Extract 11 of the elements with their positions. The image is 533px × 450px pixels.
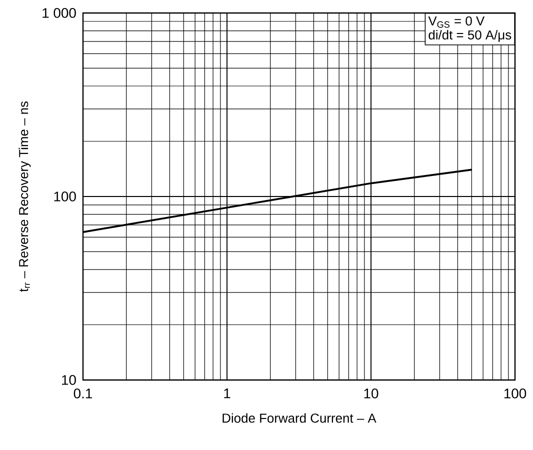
- y-tick-label: 1 000: [42, 8, 76, 18]
- annotation: di/dt = 50 A/μs: [428, 30, 512, 42]
- y-axis-title: t$_{rr}$ – Reverse Recovery Time – ns: [18, 101, 31, 292]
- y-tick-label: 10: [62, 375, 76, 385]
- annotation: V$_{GS}$ = 0 V: [428, 16, 485, 28]
- x-tick-label: 100: [504, 388, 526, 398]
- y-tick-label: 100: [54, 192, 76, 202]
- x-tick-label: 0.1: [74, 388, 92, 398]
- x-axis-title: Diode Forward Current – A: [222, 413, 376, 423]
- x-tick-label: 1: [224, 388, 230, 398]
- x-tick-label: 10: [364, 388, 378, 398]
